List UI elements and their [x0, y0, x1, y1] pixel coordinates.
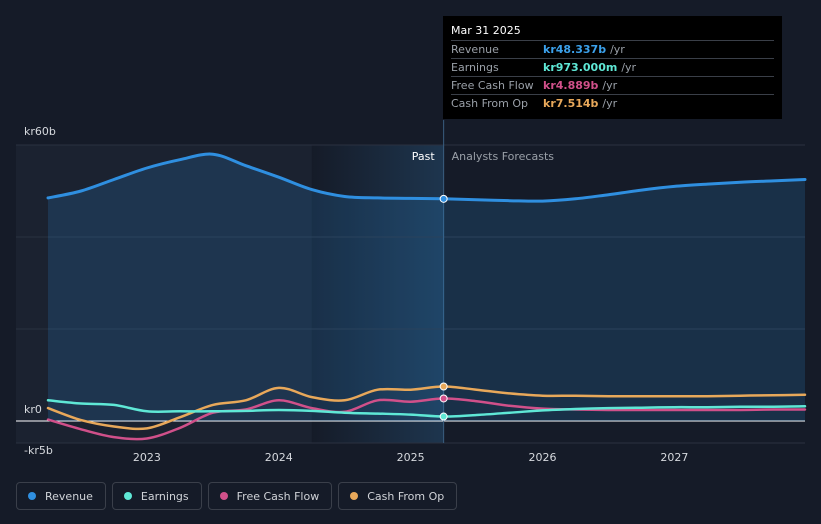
tooltip-unit: /yr: [602, 97, 618, 110]
legend-label: Free Cash Flow: [236, 489, 320, 503]
legend-label: Cash From Op: [367, 489, 445, 503]
legend-dot-icon: [350, 492, 359, 500]
legend: Revenue Earnings Free Cash Flow Cash Fro…: [16, 482, 458, 510]
tooltip-value: kr48.337b: [543, 43, 607, 56]
x-tick-label: 2023: [133, 451, 161, 464]
legend-dot-icon: [219, 492, 228, 500]
legend-item-revenue[interactable]: Revenue: [16, 482, 106, 510]
x-tick-label: 2027: [660, 451, 688, 464]
tooltip-label: Revenue: [451, 43, 499, 56]
legend-label: Earnings: [140, 489, 189, 503]
revenue-marker: [439, 194, 448, 203]
earnings-marker: [439, 412, 448, 421]
revenue-area: [48, 154, 805, 421]
tooltip-value: kr7.514b: [543, 97, 599, 110]
cash-from-op-marker: [439, 382, 448, 391]
x-tick-label: 2026: [529, 451, 557, 464]
legend-label: Revenue: [45, 489, 93, 503]
tooltip-value: kr973.000m: [543, 61, 618, 74]
tooltip-row-earnings: Earnings kr973.000m /yr: [451, 59, 774, 77]
legend-item-earnings[interactable]: Earnings: [111, 482, 202, 510]
tooltip-row-cash-from-op: Cash From Op kr7.514b /yr: [451, 95, 774, 112]
tooltip-label: Free Cash Flow: [451, 79, 534, 92]
x-tick-label: 2024: [265, 451, 293, 464]
cash-from-op-line: [46, 385, 807, 431]
legend-item-cash-from-op[interactable]: Cash From Op: [338, 482, 458, 510]
tooltip-value: kr4.889b: [543, 79, 599, 92]
tooltip-date: Mar 31 2025: [451, 22, 774, 41]
tooltip-label: Cash From Op: [451, 97, 529, 110]
legend-item-free-cash-flow[interactable]: Free Cash Flow: [207, 482, 333, 510]
tooltip-row-free-cash-flow: Free Cash Flow kr4.889b /yr: [451, 77, 774, 95]
revenue-line: [46, 152, 807, 203]
x-tick-label: 2025: [397, 451, 425, 464]
earnings-line: [46, 399, 807, 418]
legend-dot-icon: [123, 492, 132, 500]
legend-dot-icon: [28, 492, 36, 500]
y-tick-label: -kr5b: [24, 444, 53, 457]
y-tick-label: kr0: [24, 403, 42, 416]
tooltip-unit: /yr: [610, 43, 625, 56]
tooltip-row-revenue: Revenue kr48.337b /yr: [451, 41, 774, 59]
tooltip: Mar 31 2025 Revenue kr48.337b /yr Earnin…: [443, 16, 782, 119]
tooltip-unit: /yr: [621, 61, 637, 74]
free-cash-flow-marker: [439, 394, 448, 403]
y-tick-label: kr60b: [24, 125, 56, 138]
forecast-label: Analysts Forecasts: [452, 150, 555, 163]
free-cash-flow-line: [46, 397, 807, 441]
tooltip-unit: /yr: [602, 79, 618, 92]
past-label: Past: [412, 150, 436, 163]
tooltip-label: Earnings: [451, 61, 499, 74]
